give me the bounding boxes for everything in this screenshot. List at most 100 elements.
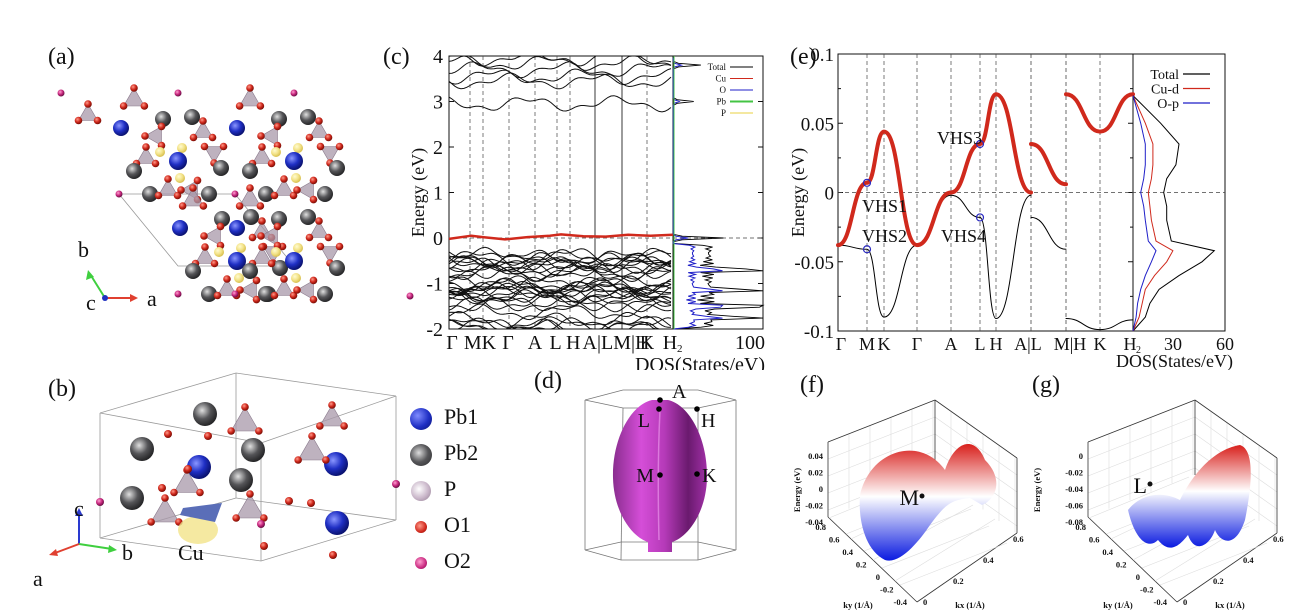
- o1-atom: [189, 184, 197, 192]
- z-tick-label: -0.08: [1065, 517, 1083, 527]
- po4-tetrahedron: [251, 246, 273, 264]
- grid-line: [827, 433, 936, 477]
- ky-tick-label: 0.8: [815, 522, 826, 532]
- o1-atom: [199, 202, 208, 210]
- o1-atom: [236, 286, 244, 294]
- o2-atom: [406, 292, 414, 300]
- o1-atom: [161, 494, 169, 502]
- bz-edge: [697, 389, 737, 401]
- point-marker-L: [1147, 481, 1153, 487]
- bz-edge: [697, 399, 737, 409]
- axis-box-edge: [827, 516, 918, 603]
- unit-cell-edge: [260, 519, 397, 562]
- ky-tick-label: -0.2: [880, 585, 893, 595]
- b-axis-arrow: [89, 273, 106, 299]
- pb2-atom: [142, 186, 158, 202]
- pb1-atom: [228, 252, 246, 270]
- o1-atom: [246, 490, 254, 498]
- o1-atom: [204, 432, 212, 440]
- kpoint-label: L H: [550, 332, 581, 354]
- band-line: [449, 317, 672, 330]
- o1-atom: [248, 233, 257, 242]
- point-label-L: L: [638, 410, 650, 432]
- o1-atom: [235, 202, 244, 210]
- grid-line: [1087, 450, 1196, 494]
- o1-atom: [273, 122, 282, 131]
- yel-atom: [293, 243, 303, 253]
- z-tick-label: 0.02: [808, 468, 823, 478]
- ky-tick-label: 0.6: [1089, 535, 1100, 545]
- pb2-atom: [213, 160, 229, 176]
- po4-tetrahedron: [319, 146, 341, 164]
- o1-atom: [267, 259, 276, 268]
- o1-atom: [252, 295, 261, 304]
- dos-tick-label: 100: [735, 332, 765, 354]
- o2-atom: [57, 89, 65, 97]
- po4-tetrahedron: [182, 187, 204, 207]
- yel-atom: [271, 247, 281, 257]
- o1-atom: [74, 116, 83, 125]
- point-label-M: M: [636, 465, 654, 487]
- dos-total-line: [1132, 95, 1216, 332]
- panel-label-e: (e): [790, 44, 817, 70]
- o1-atom: [227, 427, 235, 435]
- po4-tetrahedron: [319, 404, 345, 427]
- o1-atom: [316, 422, 324, 430]
- o1-atom: [340, 422, 348, 430]
- ky-tick-label: 0.4: [842, 547, 853, 557]
- po4-tetrahedron: [235, 493, 265, 519]
- o1-atom: [322, 456, 330, 464]
- kpoint-label: Γ: [446, 332, 458, 354]
- yel-atom: [177, 143, 187, 153]
- o1-atom: [177, 186, 185, 194]
- kpoint-label: K: [640, 332, 655, 354]
- o1-atom: [316, 242, 325, 251]
- po4-tetrahedron: [203, 146, 225, 164]
- kx-axis-label: kx (1/Å): [955, 600, 985, 610]
- y-tick-label: 3: [433, 92, 443, 114]
- y-tick-label: 0.05: [801, 114, 834, 135]
- po4-tetrahedron: [308, 220, 330, 238]
- kpoint-label: M|H: [1054, 334, 1087, 354]
- pb2-atom: [241, 438, 265, 462]
- o1-atom: [223, 275, 231, 283]
- o1-atom: [280, 175, 288, 183]
- z-tick-label: 0.04: [808, 451, 824, 461]
- po4-tetrahedron: [273, 178, 295, 196]
- o1-atom: [267, 159, 276, 168]
- pb1-atom-icon: [410, 408, 432, 430]
- o1-atom: [246, 184, 254, 192]
- band-line: [448, 55, 672, 71]
- po4-tetrahedron: [239, 187, 261, 207]
- yel-atom: [236, 243, 246, 253]
- pb1-atom: [325, 511, 349, 535]
- band-line: [448, 281, 672, 299]
- kpoint-label: H: [663, 332, 677, 354]
- o2-atom: [257, 520, 265, 528]
- po4-tetrahedron: [239, 279, 257, 301]
- pb2-atom: [300, 109, 316, 125]
- o2-atom: [231, 290, 239, 298]
- axis-box-edge: [1176, 532, 1278, 603]
- grid-line: [1087, 467, 1196, 511]
- band-line: [448, 55, 672, 67]
- axis-label-b-b: b: [122, 540, 133, 565]
- yel-atom: [271, 147, 281, 157]
- band-line: [448, 256, 672, 274]
- o1-atom: [196, 488, 204, 497]
- legend-label: O: [720, 85, 727, 95]
- z-axis-label: Energy (eV): [1032, 468, 1042, 512]
- pb2-atom: [317, 286, 333, 302]
- o1-atom: [252, 276, 261, 285]
- y-axis-label: Energy (eV): [408, 148, 429, 237]
- o1-atom: [142, 143, 150, 151]
- po4-tetrahedron: [251, 146, 273, 164]
- o1-atom: [199, 117, 207, 125]
- high-symmetry-point-H: [694, 406, 700, 412]
- ky-tick-label: 0.4: [1102, 547, 1113, 557]
- po4-tetrahedron: [157, 178, 179, 196]
- axis-label-a: a: [147, 286, 157, 311]
- c-axis-arrowhead: [75, 508, 83, 516]
- o1-atom: [130, 84, 138, 92]
